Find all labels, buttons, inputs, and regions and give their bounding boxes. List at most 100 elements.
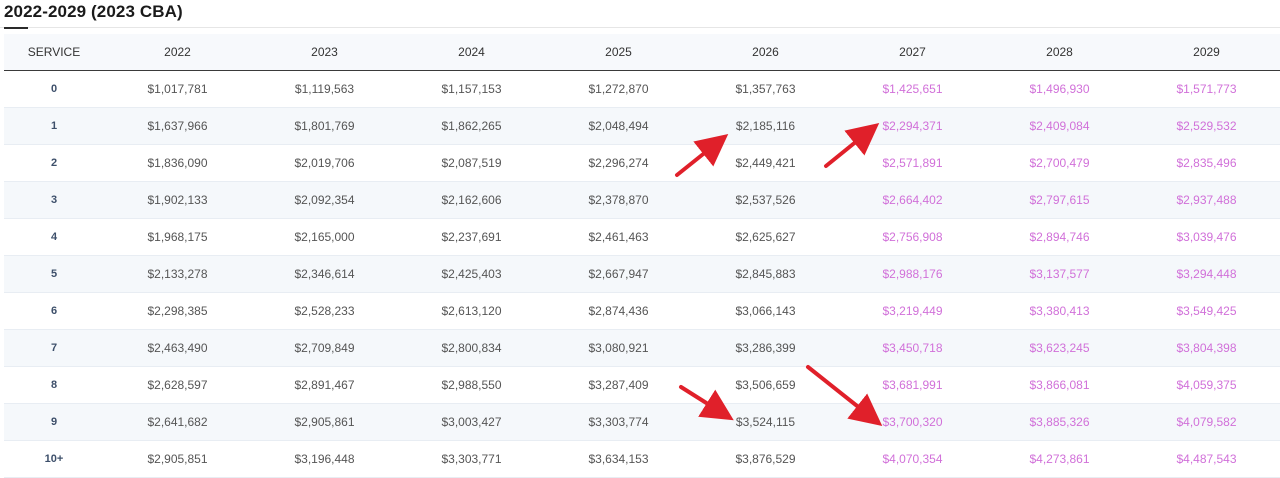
salary-cell: $1,119,563 <box>251 70 398 108</box>
table-row: 7 $2,463,490 $2,709,849 $2,800,834 $3,080,92… <box>4 329 1280 367</box>
service-cell: 10+ <box>4 440 104 478</box>
salary-cell: $3,303,771 <box>398 440 545 478</box>
salary-cell: $2,628,597 <box>104 366 251 404</box>
projected-salary-cell: $3,219,449 <box>839 292 986 330</box>
salary-cell: $2,613,120 <box>398 292 545 330</box>
salary-cell: $1,272,870 <box>545 70 692 108</box>
projected-salary-cell: $3,623,245 <box>986 329 1133 367</box>
salary-cell: $2,461,463 <box>545 218 692 256</box>
service-cell: 7 <box>4 329 104 367</box>
salary-cell: $2,237,691 <box>398 218 545 256</box>
projected-salary-cell: $2,294,371 <box>839 107 986 145</box>
salary-cell: $2,185,116 <box>692 107 839 145</box>
projected-salary-cell: $3,450,718 <box>839 329 986 367</box>
projected-salary-cell: $3,380,413 <box>986 292 1133 330</box>
projected-salary-cell: $2,529,532 <box>1133 107 1280 145</box>
salary-cell: $2,641,682 <box>104 403 251 441</box>
projected-salary-cell: $3,294,448 <box>1133 255 1280 293</box>
projected-salary-cell: $4,079,582 <box>1133 403 1280 441</box>
header-year: 2022 <box>104 34 251 71</box>
table-row: 3 $1,902,133 $2,092,354 $2,162,606 $2,378,87… <box>4 181 1280 219</box>
salary-cell: $2,891,467 <box>251 366 398 404</box>
salary-cell: $1,968,175 <box>104 218 251 256</box>
salary-cell: $1,017,781 <box>104 70 251 108</box>
projected-salary-cell: $4,070,354 <box>839 440 986 478</box>
salary-cell: $3,303,774 <box>545 403 692 441</box>
salary-cell: $3,634,153 <box>545 440 692 478</box>
salary-cell: $1,836,090 <box>104 144 251 182</box>
salary-cell: $2,625,627 <box>692 218 839 256</box>
projected-salary-cell: $2,988,176 <box>839 255 986 293</box>
salary-cell: $2,709,849 <box>251 329 398 367</box>
projected-salary-cell: $2,571,891 <box>839 144 986 182</box>
service-cell: 4 <box>4 218 104 256</box>
service-cell: 9 <box>4 403 104 441</box>
table-row: 2 $1,836,090 $2,019,706 $2,087,519 $2,296,27… <box>4 144 1280 182</box>
salary-cell: $3,066,143 <box>692 292 839 330</box>
salary-cell: $3,003,427 <box>398 403 545 441</box>
header-year: 2029 <box>1133 34 1280 71</box>
table-row: 8 $2,628,597 $2,891,467 $2,988,550 $3,287,40… <box>4 366 1280 404</box>
projected-salary-cell: $3,885,326 <box>986 403 1133 441</box>
header-year: 2028 <box>986 34 1133 71</box>
service-cell: 6 <box>4 292 104 330</box>
salary-cell: $3,286,399 <box>692 329 839 367</box>
salary-cell: $2,378,870 <box>545 181 692 219</box>
table-header-row: SERVICE 2022 2023 2024 2025 2026 2027 20… <box>4 34 1280 71</box>
salary-cell: $2,463,490 <box>104 329 251 367</box>
salary-cell: $1,902,133 <box>104 181 251 219</box>
salary-cell: $3,524,115 <box>692 403 839 441</box>
salary-cell: $1,637,966 <box>104 107 251 145</box>
salary-cell: $2,905,851 <box>104 440 251 478</box>
salary-cell: $2,845,883 <box>692 255 839 293</box>
header-year: 2026 <box>692 34 839 71</box>
salary-cell: $1,862,265 <box>398 107 545 145</box>
salary-cell: $1,157,153 <box>398 70 545 108</box>
projected-salary-cell: $3,039,476 <box>1133 218 1280 256</box>
service-cell: 2 <box>4 144 104 182</box>
service-cell: 5 <box>4 255 104 293</box>
table-row: 0 $1,017,781 $1,119,563 $1,157,153 $1,272,87… <box>4 70 1280 108</box>
salary-cell: $2,988,550 <box>398 366 545 404</box>
service-cell: 3 <box>4 181 104 219</box>
service-cell: 8 <box>4 366 104 404</box>
header-year: 2027 <box>839 34 986 71</box>
salary-cell: $2,528,233 <box>251 292 398 330</box>
salary-cell: $2,800,834 <box>398 329 545 367</box>
projected-salary-cell: $2,937,488 <box>1133 181 1280 219</box>
projected-salary-cell: $4,059,375 <box>1133 366 1280 404</box>
salary-cell: $2,019,706 <box>251 144 398 182</box>
salary-cell: $3,287,409 <box>545 366 692 404</box>
projected-salary-cell: $1,496,930 <box>986 70 1133 108</box>
header-service: SERVICE <box>4 34 104 71</box>
header-year: 2025 <box>545 34 692 71</box>
salary-cell: $2,449,421 <box>692 144 839 182</box>
projected-salary-cell: $1,425,651 <box>839 70 986 108</box>
salary-cell: $2,165,000 <box>251 218 398 256</box>
salary-cell: $2,133,278 <box>104 255 251 293</box>
table-row: 9 $2,641,682 $2,905,861 $3,003,427 $3,303,77… <box>4 403 1280 441</box>
salary-cell: $2,905,861 <box>251 403 398 441</box>
projected-salary-cell: $2,835,496 <box>1133 144 1280 182</box>
page-title: 2022-2029 (2023 CBA) <box>4 2 183 21</box>
title-divider <box>0 27 1280 28</box>
salary-cell: $2,296,274 <box>545 144 692 182</box>
projected-salary-cell: $3,804,398 <box>1133 329 1280 367</box>
projected-salary-cell: $2,409,084 <box>986 107 1133 145</box>
projected-salary-cell: $3,549,425 <box>1133 292 1280 330</box>
table-row: 1 $1,637,966 $1,801,769 $1,862,265 $2,048,49… <box>4 107 1280 145</box>
salary-cell: $2,874,436 <box>545 292 692 330</box>
salary-cell: $3,876,529 <box>692 440 839 478</box>
table-row: 6 $2,298,385 $2,528,233 $2,613,120 $2,874,43… <box>4 292 1280 330</box>
header-year: 2024 <box>398 34 545 71</box>
projected-salary-cell: $2,797,615 <box>986 181 1133 219</box>
projected-salary-cell: $4,273,861 <box>986 440 1133 478</box>
projected-salary-cell: $1,571,773 <box>1133 70 1280 108</box>
salary-cell: $2,537,526 <box>692 181 839 219</box>
table-row: 4 $1,968,175 $2,165,000 $2,237,691 $2,461,46… <box>4 218 1280 256</box>
table-row: 10+ $2,905,851 $3,196,448 $3,303,771 $3,634,… <box>4 440 1280 478</box>
salary-cell: $2,162,606 <box>398 181 545 219</box>
service-cell: 1 <box>4 107 104 145</box>
table-body: 0 $1,017,781 $1,119,563 $1,157,153 $1,272,87… <box>4 70 1280 478</box>
projected-salary-cell: $4,487,543 <box>1133 440 1280 478</box>
